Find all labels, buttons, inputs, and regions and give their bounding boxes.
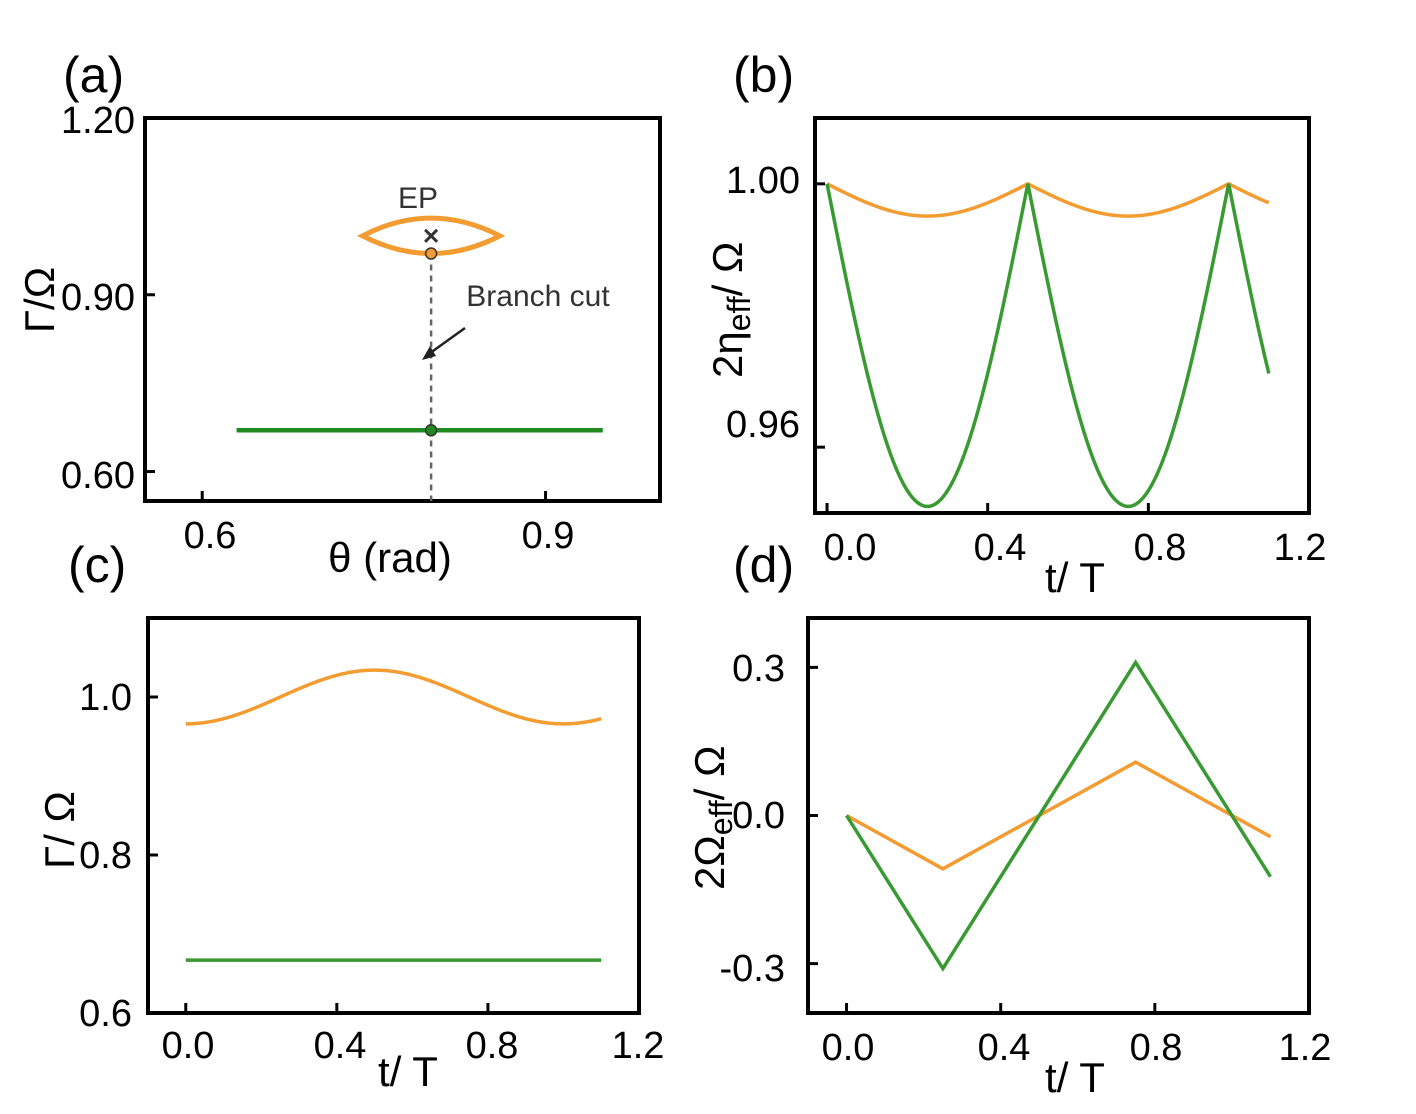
b-series-orange — [826, 181, 1270, 218]
a-ep-loop — [356, 215, 506, 256]
panel-a: (a) 0.6 0.9 0.60 0.90 1.20 θ (rad) Γ/Ω E… — [16, 47, 662, 581]
a-orange-point — [424, 247, 438, 260]
plot-frame-c — [146, 616, 641, 1015]
b-ylabel: 2ηeff/ Ω — [704, 242, 757, 378]
d-ylabel-sub: eff — [703, 800, 739, 835]
b-ylabel-main: 2η — [704, 331, 751, 378]
b-ylabel-sub: eff — [721, 296, 757, 331]
a-ep-cross-marker — [424, 228, 439, 243]
c-ticks — [148, 695, 641, 1015]
c-xtick-label: 1.2 — [612, 1025, 665, 1067]
b-xlabel: t/ T — [1045, 554, 1105, 601]
d-lines — [845, 659, 1272, 972]
panel-d: (d) 0.0 0.4 0.8 1.2 -0.3 0.0 0.3 t/ T 2Ω… — [686, 537, 1331, 1101]
a-xtick-label: 0.9 — [522, 515, 575, 557]
d-xtick-label: 0.4 — [978, 1027, 1031, 1069]
c-ylabel: Γ/ Ω — [36, 791, 83, 869]
panel-b: (b) 0.0 0.4 0.8 1.2 0.96 1.00 t/ T 2ηeff… — [704, 47, 1326, 601]
a-ticks — [145, 116, 548, 501]
d-xtick-label: 0.0 — [822, 1027, 875, 1069]
a-branch-cut-annotation: Branch cut — [466, 280, 610, 313]
d-xtick-label: 1.2 — [1279, 1027, 1332, 1069]
a-branch-cut-arrowhead — [422, 346, 436, 360]
c-lines — [185, 668, 602, 962]
a-green-point — [424, 424, 438, 437]
plot-frame-b — [813, 116, 1311, 515]
d-ytick-label: 0.0 — [732, 795, 785, 837]
a-ylabel: Γ/Ω — [16, 267, 63, 333]
d-ytick-label: -0.3 — [720, 948, 785, 990]
d-ylabel-tail: / Ω — [686, 745, 733, 800]
c-xlabel: t/ T — [378, 1048, 438, 1095]
a-lines — [236, 215, 603, 501]
c-series-orange — [185, 668, 602, 726]
b-xtick-label: 0.0 — [824, 527, 877, 569]
d-xlabel: t/ T — [1045, 1054, 1105, 1101]
c-ytick-label: 0.6 — [79, 993, 132, 1035]
d-ylabel: 2Ωeff/ Ω — [686, 745, 739, 890]
a-ytick-label: 1.20 — [61, 100, 135, 142]
c-ytick-label: 1.0 — [79, 677, 132, 719]
panel-label-d: (d) — [733, 537, 794, 593]
b-ytick-label: 1.00 — [726, 160, 800, 202]
b-xtick-label: 1.2 — [1274, 527, 1327, 569]
b-ticks — [815, 182, 1311, 513]
a-ytick-label: 0.60 — [61, 455, 135, 497]
b-ylabel-tail: / Ω — [704, 242, 751, 297]
c-ytick-label: 0.8 — [79, 835, 132, 877]
b-xtick-label: 0.8 — [1134, 527, 1187, 569]
d-ticks — [808, 665, 1311, 1013]
d-xtick-label: 0.8 — [1130, 1027, 1183, 1069]
panel-label-a: (a) — [63, 47, 124, 103]
d-ytick-label: 0.3 — [732, 648, 785, 690]
d-ylabel-main: 2Ω — [686, 835, 733, 890]
b-ytick-label: 0.96 — [726, 404, 800, 446]
c-xtick-label: 0.4 — [314, 1025, 367, 1067]
panel-label-b: (b) — [733, 47, 794, 103]
panel-label-c: (c) — [68, 537, 126, 593]
b-lines — [825, 181, 1271, 509]
b-series-green — [825, 183, 1271, 509]
a-ytick-label: 0.90 — [61, 277, 135, 319]
a-ep-annotation: EP — [398, 182, 438, 215]
d-series-green — [845, 659, 1272, 972]
plot-frame-a — [143, 116, 662, 503]
panel-c: (c) 0.0 0.4 0.8 1.2 0.6 0.8 1.0 t/ T Γ/ … — [36, 537, 664, 1095]
a-xtick-label: 0.6 — [184, 515, 237, 557]
c-xtick-label: 0.0 — [162, 1025, 215, 1067]
a-xlabel: θ (rad) — [328, 534, 452, 581]
c-xtick-label: 0.8 — [466, 1025, 519, 1067]
b-xtick-label: 0.4 — [974, 527, 1027, 569]
